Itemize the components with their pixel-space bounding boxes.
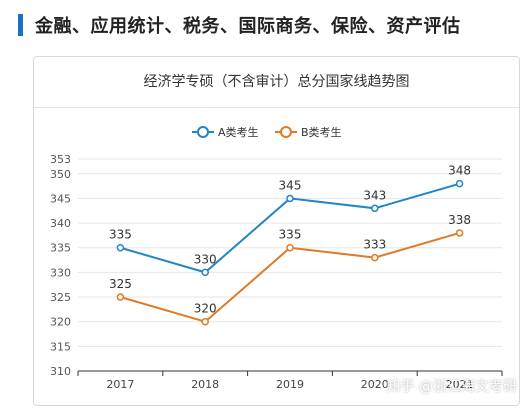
legend-label: A类考生 xyxy=(218,125,259,139)
section-title: 金融、应用统计、税务、国际商务、保险、资产评估 xyxy=(35,16,461,37)
data-point xyxy=(201,317,209,326)
legend-label: B类考生 xyxy=(301,125,342,139)
chart-title: 经济学专硕（不含审计）总分国家线趋势图 xyxy=(34,57,519,108)
watermark: 知乎 @浙江海文考研 xyxy=(386,379,517,395)
data-label: 338 xyxy=(448,213,471,227)
section-accent-bar xyxy=(18,14,23,36)
x-tick-label: 2019 xyxy=(276,378,304,391)
y-tick-label: 335 xyxy=(50,242,71,255)
chart-card: 经济学专硕（不含审计）总分国家线趋势图 xyxy=(33,56,520,406)
legend-swatch-marker xyxy=(197,126,209,138)
y-tick-label: 340 xyxy=(50,217,71,230)
data-point xyxy=(286,194,294,203)
y-tick-label: 350 xyxy=(50,168,71,181)
x-tick-label: 2018 xyxy=(191,378,219,391)
x-tick-label: 2020 xyxy=(361,378,389,391)
y-tick-label: 310 xyxy=(50,365,71,378)
data-label: 325 xyxy=(109,277,132,291)
data-label: 348 xyxy=(448,164,471,178)
data-label: 345 xyxy=(279,178,302,192)
y-tick-label: 325 xyxy=(50,291,71,304)
data-label: 343 xyxy=(363,188,386,202)
data-label: 320 xyxy=(194,302,217,316)
x-tick-label: 2021 xyxy=(446,378,474,391)
data-label: 335 xyxy=(109,228,132,242)
data-point xyxy=(116,293,125,301)
data-point xyxy=(116,243,125,252)
y-tick-label: 345 xyxy=(50,192,71,205)
data-label: 330 xyxy=(194,252,217,266)
y-tick-label: 320 xyxy=(50,316,71,329)
data-label: 333 xyxy=(363,238,386,252)
data-point xyxy=(371,204,379,213)
y-tick-label: 315 xyxy=(50,340,71,353)
data-point xyxy=(201,268,209,277)
data-point xyxy=(371,253,379,262)
section-header: 金融、应用统计、税务、国际商务、保险、资产评估 xyxy=(18,12,461,38)
data-point xyxy=(455,179,464,188)
data-point xyxy=(286,243,294,252)
y-tick-label: 353 xyxy=(50,153,71,166)
x-tick-label: 2017 xyxy=(106,378,134,391)
legend-swatch-marker xyxy=(280,126,292,138)
data-point xyxy=(455,229,464,237)
data-label: 335 xyxy=(279,228,302,242)
y-tick-label: 330 xyxy=(50,266,71,279)
